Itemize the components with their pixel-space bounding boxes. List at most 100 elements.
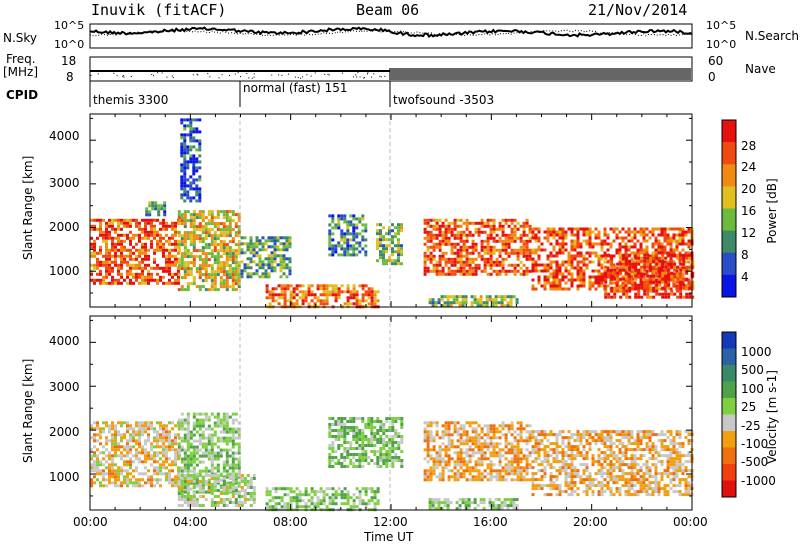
echo-cell (120, 248, 123, 252)
echo-cell (358, 502, 362, 506)
echo-cell (516, 475, 520, 479)
echo-cell (597, 233, 601, 237)
echo-cell (144, 233, 147, 237)
echo-cell (447, 436, 451, 440)
echo-cell (498, 251, 502, 255)
echo-cell (465, 245, 469, 249)
echo-cell (192, 439, 196, 443)
echo-cell (489, 466, 493, 470)
echo-cell (165, 224, 168, 228)
echo-cell (525, 257, 529, 261)
echo-cell (282, 263, 286, 267)
echo-cell (447, 442, 451, 446)
echo-cell (382, 253, 385, 257)
echo-cell (540, 248, 544, 252)
echo-cell (343, 459, 347, 462)
echo-cell (639, 278, 643, 282)
echo-cell (480, 448, 484, 452)
echo-cell (120, 436, 123, 440)
echo-cell (271, 296, 275, 300)
echo-cell (513, 239, 517, 243)
echo-cell (276, 263, 280, 267)
echo-cell (237, 421, 241, 425)
echo-cell (543, 278, 547, 282)
echo-cell (213, 454, 217, 458)
echo-cell (216, 424, 220, 428)
echo-cell (456, 445, 460, 449)
echo-cell (99, 442, 102, 446)
echo-cell (231, 469, 235, 473)
echo-cell (237, 448, 241, 452)
echo-cell (150, 442, 153, 446)
echo-cell (376, 465, 380, 468)
echo-cell (216, 415, 220, 419)
echo-cell (225, 261, 229, 265)
echo-cell (652, 259, 656, 263)
echo-cell (225, 439, 229, 443)
echo-cell (528, 248, 532, 252)
echo-cell (117, 472, 120, 476)
echo-cell (531, 236, 535, 240)
echo-cell (477, 439, 481, 443)
echo-cell (684, 230, 688, 234)
echo-cell (249, 248, 253, 252)
echo-cell (126, 439, 129, 443)
echo-cell (447, 421, 451, 425)
echo-cell (616, 277, 620, 281)
echo-cell (138, 281, 141, 285)
echo-cell (135, 442, 138, 446)
echo-cell (150, 484, 153, 488)
echo-cell (625, 253, 629, 257)
echo-cell (183, 270, 187, 274)
echo-cell (504, 251, 508, 255)
echo-cell (198, 210, 202, 214)
echo-cell (640, 274, 644, 278)
echo-cell (459, 260, 463, 264)
echo-cell (361, 453, 365, 456)
echo-cell (654, 242, 658, 246)
echo-cell (397, 456, 401, 459)
echo-cell (252, 248, 256, 252)
echo-cell (495, 436, 499, 440)
echo-cell (456, 454, 460, 458)
echo-cell (476, 301, 480, 305)
echo-cell (495, 263, 499, 267)
echo-cell (361, 429, 365, 432)
echo-cell (528, 257, 532, 261)
echo-cell (177, 492, 181, 495)
echo-cell (621, 281, 625, 285)
echo-cell (588, 251, 592, 255)
echo-cell (438, 457, 442, 461)
echo-cell (183, 433, 187, 437)
echo-cell (438, 269, 442, 273)
echo-cell (618, 251, 622, 255)
echo-cell (643, 268, 647, 272)
echo-cell (285, 242, 289, 246)
echo-cell (498, 475, 502, 479)
echo-cell (231, 279, 235, 283)
echo-cell (661, 286, 665, 290)
echo-cell (138, 272, 141, 276)
echo-cell (328, 496, 332, 500)
echo-cell (531, 248, 535, 252)
echo-cell (637, 268, 641, 272)
echo-cell (192, 181, 196, 185)
echo-cell (183, 160, 187, 164)
echo-cell (355, 293, 359, 297)
echo-cell (471, 233, 475, 237)
echo-cell (688, 292, 692, 296)
echo-cell (171, 236, 174, 240)
echo-cell (340, 496, 344, 500)
echo-cell (480, 242, 484, 246)
echo-cell (249, 498, 253, 501)
echo-cell (165, 248, 168, 252)
echo-cell (486, 233, 490, 237)
echo-cell (364, 426, 368, 429)
echo-cell (325, 296, 329, 300)
echo-cell (111, 463, 114, 467)
echo-cell (216, 252, 220, 256)
echo-cell (432, 469, 436, 473)
echo-cell (573, 245, 577, 249)
echo-cell (507, 239, 511, 243)
echo-cell (570, 242, 574, 246)
